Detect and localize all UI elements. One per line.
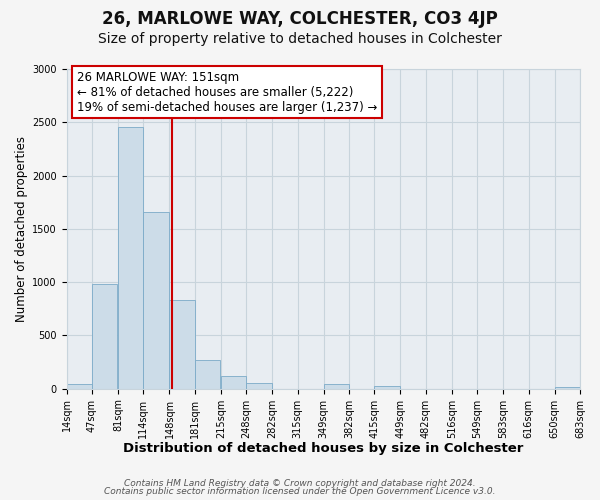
Text: 26, MARLOWE WAY, COLCHESTER, CO3 4JP: 26, MARLOWE WAY, COLCHESTER, CO3 4JP xyxy=(102,10,498,28)
Bar xyxy=(246,384,272,388)
Bar xyxy=(374,386,400,388)
Bar xyxy=(195,360,220,388)
Bar xyxy=(221,376,246,388)
X-axis label: Distribution of detached houses by size in Colchester: Distribution of detached houses by size … xyxy=(123,442,524,455)
Text: Contains HM Land Registry data © Crown copyright and database right 2024.: Contains HM Land Registry data © Crown c… xyxy=(124,478,476,488)
Text: Contains public sector information licensed under the Open Government Licence v3: Contains public sector information licen… xyxy=(104,487,496,496)
Bar xyxy=(554,387,580,388)
Bar xyxy=(143,212,169,388)
Bar xyxy=(169,300,195,388)
Bar xyxy=(118,126,143,388)
Bar xyxy=(92,284,117,389)
Bar xyxy=(67,384,92,388)
Text: 26 MARLOWE WAY: 151sqm
← 81% of detached houses are smaller (5,222)
19% of semi-: 26 MARLOWE WAY: 151sqm ← 81% of detached… xyxy=(77,70,377,114)
Text: Size of property relative to detached houses in Colchester: Size of property relative to detached ho… xyxy=(98,32,502,46)
Bar xyxy=(324,384,349,388)
Y-axis label: Number of detached properties: Number of detached properties xyxy=(15,136,28,322)
